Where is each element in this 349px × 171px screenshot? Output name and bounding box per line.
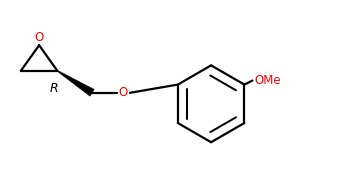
Text: O: O	[35, 31, 44, 44]
Text: OMe: OMe	[254, 74, 281, 87]
Polygon shape	[57, 70, 94, 96]
Text: R: R	[50, 82, 58, 95]
Text: O: O	[119, 86, 128, 99]
